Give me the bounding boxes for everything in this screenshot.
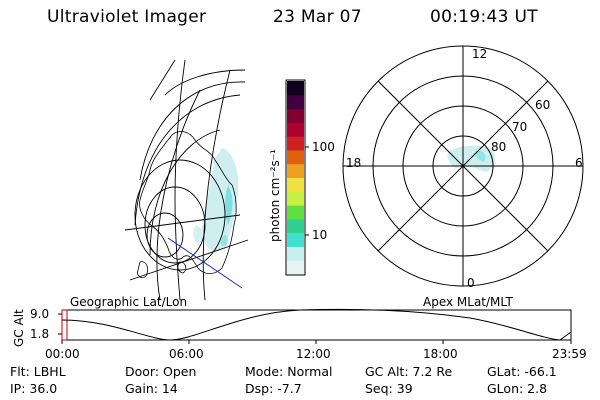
colorbar-segment xyxy=(287,218,304,234)
polar-ring-70: 70 xyxy=(512,120,528,134)
colorbar-segment xyxy=(287,191,304,206)
status-glat: GLat: -66.1 xyxy=(487,364,557,379)
status-ip: IP: 36.0 xyxy=(10,381,58,396)
time-label: 00:19:43 UT xyxy=(430,7,538,27)
geographic-label: Geographic Lat/Lon xyxy=(70,295,188,309)
status-gcalt: GC Alt: 7.2 Re xyxy=(365,364,453,379)
colorbar-tick-100: 100 xyxy=(312,140,335,154)
colorbar xyxy=(285,79,309,276)
polar-ring-60: 60 xyxy=(535,98,551,112)
altitude-xtick-3: 18:00 xyxy=(423,347,458,361)
colorbar-tick-10: 10 xyxy=(312,228,328,242)
polar-ring-80: 80 xyxy=(491,140,507,154)
polar-plot xyxy=(342,45,584,287)
colorbar-segment xyxy=(287,177,304,192)
colorbar-segment xyxy=(287,232,304,247)
aurora-patch-polar xyxy=(447,145,496,172)
polar-label-0: 0 xyxy=(467,276,475,290)
status-glon: GLon: 2.8 xyxy=(487,381,548,396)
colorbar-segment xyxy=(287,163,304,178)
status-seq: Seq: 39 xyxy=(365,381,413,396)
altitude-timeline xyxy=(58,308,572,344)
altitude-xtick-2: 12:00 xyxy=(296,347,331,361)
polar-label-12: 12 xyxy=(472,47,488,61)
status-gain: Gain: 14 xyxy=(125,381,178,396)
colorbar-segment xyxy=(287,108,304,123)
colorbar-segment xyxy=(287,246,304,261)
date-label: 23 Mar 07 xyxy=(273,7,362,27)
polar-label-18: 18 xyxy=(346,156,362,170)
polar-label-6: 6 xyxy=(575,156,583,170)
colorbar-segment xyxy=(287,149,304,165)
colorbar-unit-label: photon cm⁻²s⁻¹ xyxy=(268,149,282,242)
status-door: Door: Open xyxy=(125,364,197,379)
geographic-globe xyxy=(124,59,249,301)
colorbar-segment xyxy=(287,205,304,220)
apex-label: Apex MLat/MLT xyxy=(423,295,513,309)
altitude-xtick-1: 06:00 xyxy=(169,347,204,361)
colorbar-segment xyxy=(287,122,304,137)
altitude-xtick-4: 23:59 xyxy=(552,347,587,361)
colorbar-segment xyxy=(287,260,304,275)
status-mode: Mode: Normal xyxy=(245,364,333,379)
status-dsp: Dsp: -7.7 xyxy=(245,381,302,396)
colorbar-segment xyxy=(287,94,304,110)
colorbar-gradient xyxy=(287,81,304,275)
instrument-title: Ultraviolet Imager xyxy=(47,7,207,27)
colorbar-segment xyxy=(287,81,304,96)
altitude-ytick-bottom: 1.8 xyxy=(30,327,50,341)
altitude-ytick-top: 9.0 xyxy=(30,307,50,321)
status-flt: Flt: LBHL xyxy=(10,364,66,379)
colorbar-segment xyxy=(287,136,304,151)
aurora-patch-geographic xyxy=(193,148,239,252)
altitude-xtick-0: 00:00 xyxy=(45,347,80,361)
altitude-ylabel: GC Alt xyxy=(12,309,26,347)
